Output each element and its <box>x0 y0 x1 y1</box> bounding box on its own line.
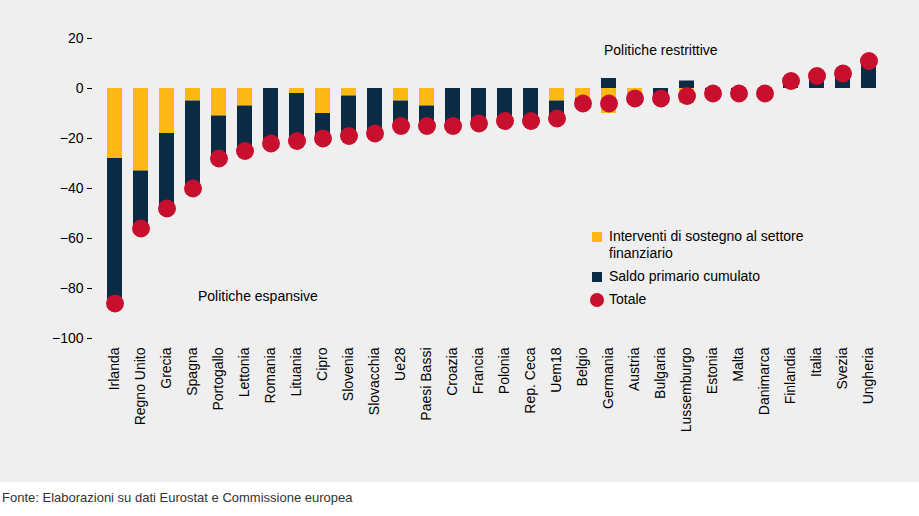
html-text:Politiche espansive: Politiche espansive <box>198 288 318 304</box>
svg-text:0: 0 <box>76 80 84 96</box>
svg-text:Spagna: Spagna <box>184 347 200 395</box>
svg-text:Polonia: Polonia <box>496 347 512 394</box>
svg-text:Danimarca: Danimarca <box>756 347 772 415</box>
svg-text:−60: −60 <box>60 230 84 246</box>
svg-text:−100: −100 <box>52 330 84 346</box>
svg-text:Croazia: Croazia <box>444 347 460 395</box>
svg-text:Uem18: Uem18 <box>548 347 564 392</box>
html-text:Fonte: Elaborazioni su dati Eu: Fonte: Elaborazioni su dati Eurostat e C… <box>2 490 353 505</box>
svg-text:Portogallo: Portogallo <box>210 347 226 410</box>
svg-text:−80: −80 <box>60 280 84 296</box>
svg-text:Paesi Bassi: Paesi Bassi <box>418 348 434 421</box>
svg-text:Bulgaria: Bulgaria <box>652 347 668 399</box>
svg-text:Finlandia: Finlandia <box>782 347 798 404</box>
svg-text:20: 20 <box>68 30 84 46</box>
svg-text:Romania: Romania <box>262 347 278 403</box>
svg-text:Regno Unito: Regno Unito <box>132 347 148 425</box>
svg-text:Germania: Germania <box>600 347 616 409</box>
svg-text:Slovacchia: Slovacchia <box>366 347 382 415</box>
svg-text:−40: −40 <box>60 180 84 196</box>
svg-text:Ungheria: Ungheria <box>860 347 876 404</box>
svg-text:Lituania: Lituania <box>288 347 304 396</box>
svg-text:Cipro: Cipro <box>314 347 330 381</box>
svg-text:Svezia: Svezia <box>834 347 850 389</box>
svg-text:Ue28: Ue28 <box>392 347 408 381</box>
html-text:Totale: Totale <box>609 291 647 307</box>
svg-text:Austria: Austria <box>626 347 642 391</box>
svg-text:Rep. Ceca: Rep. Ceca <box>522 347 538 413</box>
svg-text:Francia: Francia <box>470 347 486 394</box>
svg-text:Irlanda: Irlanda <box>106 347 122 390</box>
html-text:Interventi di sostegno al sett: Interventi di sostegno al settore finanz… <box>609 228 804 261</box>
svg-text:Estonia: Estonia <box>704 347 720 394</box>
svg-text:Lettonia: Lettonia <box>236 347 252 397</box>
html-text:Saldo primario cumulato: Saldo primario cumulato <box>609 268 760 284</box>
svg-text:Belgio: Belgio <box>574 347 590 386</box>
svg-text:−20: −20 <box>60 130 84 146</box>
svg-text:Grecia: Grecia <box>158 347 174 388</box>
svg-text:Italia: Italia <box>808 347 824 377</box>
svg-text:Lussemburgo: Lussemburgo <box>678 347 694 432</box>
svg-text:Malta: Malta <box>730 347 746 381</box>
html-text:Politiche restrittive: Politiche restrittive <box>604 42 718 58</box>
svg-text:Slovenia: Slovenia <box>340 347 356 401</box>
